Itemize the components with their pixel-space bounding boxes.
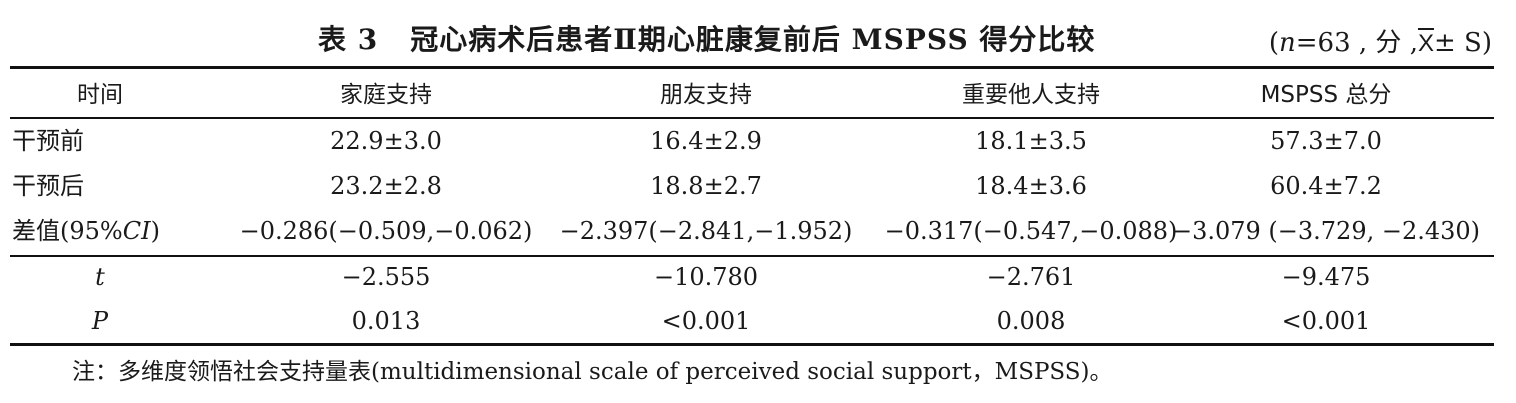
stat-note-n-rest: =63 , 分 ,	[1295, 28, 1418, 58]
table-number: 表 3	[318, 23, 379, 56]
row-label: 差值(95%CI)	[12, 211, 212, 251]
table-cell: −0.286(−0.509,−0.062)	[239, 217, 533, 245]
stat-label-t: t	[95, 263, 105, 291]
table-cell: 18.8±2.7	[650, 172, 762, 200]
table-cell: 22.9±3.0	[330, 127, 442, 155]
stat-note-xbar: X	[1417, 30, 1434, 57]
row-label-suffix: )	[150, 217, 160, 245]
header-family-support: 家庭支持	[340, 82, 432, 108]
row-label-ci: CI	[122, 217, 151, 245]
mid-rule	[10, 255, 1494, 257]
table-cell: −9.475	[1281, 263, 1371, 291]
table-cell: 0.008	[996, 307, 1066, 335]
table-row: 干预前 22.9±3.0 16.4±2.9 18.1±3.5 57.3±7.0	[0, 121, 1484, 161]
table-row: P 0.013 <0.001 0.008 <0.001	[0, 301, 1484, 341]
row-label: 干预前	[12, 127, 84, 155]
header-friend-support: 朋友支持	[660, 82, 752, 108]
table-cell: <0.001	[661, 307, 751, 335]
table-cell: 18.1±3.5	[975, 127, 1087, 155]
stat-note-rest: ± S)	[1433, 28, 1492, 58]
table-cell: 0.013	[351, 307, 421, 335]
table-cell: 57.3±7.0	[1270, 127, 1382, 155]
table-cell: 18.4±3.6	[975, 172, 1087, 200]
header-time: 时间	[77, 82, 123, 108]
table-cell: −0.317(−0.547,−0.088)	[884, 217, 1178, 245]
table-cell: −3.079 (−3.729, −2.430)	[1171, 217, 1481, 245]
table-cell: −2.397(−2.841,−1.952)	[559, 217, 853, 245]
bottom-rule	[10, 343, 1494, 346]
table-cell: 23.2±2.8	[330, 172, 442, 200]
row-label: 干预后	[12, 172, 84, 200]
stat-note-n: n	[1279, 28, 1296, 58]
stat-label-p: P	[91, 307, 109, 335]
table-cell: 16.4±2.9	[650, 127, 762, 155]
top-rule	[10, 66, 1494, 69]
table-cell: −2.761	[986, 263, 1076, 291]
table-title: 表 3 冠心病术后患者Ⅱ期心脏康复前后 MSPSS 得分比较	[318, 18, 1095, 58]
table-footnote: 注：多维度领悟社会支持量表(multidimensional scale of …	[72, 359, 1113, 385]
stat-note: (n=63 , 分 ,X± S)	[1269, 22, 1492, 59]
header-significant-other-support: 重要他人支持	[962, 82, 1100, 108]
row-label-prefix: 差值(95%	[12, 217, 123, 245]
table-row: t −2.555 −10.780 −2.761 −9.475	[0, 257, 1484, 297]
table-cell: −2.555	[341, 263, 431, 291]
header-row: 时间 家庭支持 朋友支持 重要他人支持 MSPSS 总分	[0, 75, 1484, 115]
stat-note-open: (	[1268, 28, 1280, 58]
header-rule	[10, 117, 1494, 119]
header-mspss-total: MSPSS 总分	[1260, 82, 1392, 108]
table-row: 差值(95%CI) −0.286(−0.509,−0.062) −2.397(−…	[0, 211, 1484, 251]
table-cell: −10.780	[653, 263, 759, 291]
table-cell: <0.001	[1281, 307, 1371, 335]
table-cell: 60.4±7.2	[1270, 172, 1382, 200]
table-row: 干预后 23.2±2.8 18.8±2.7 18.4±3.6 60.4±7.2	[0, 166, 1484, 206]
table-title-text: 冠心病术后患者Ⅱ期心脏康复前后 MSPSS 得分比较	[410, 23, 1096, 56]
